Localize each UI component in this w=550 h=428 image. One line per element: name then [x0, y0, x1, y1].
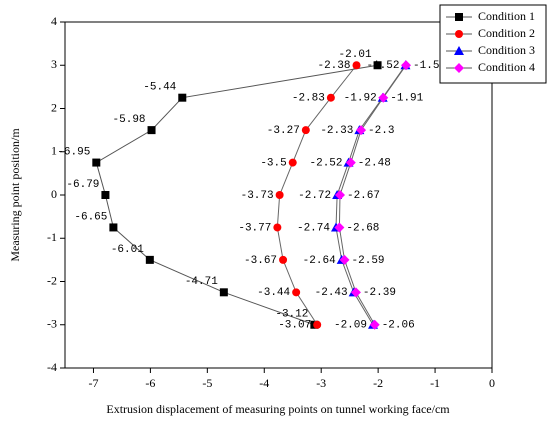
data-label: -6.95 [57, 146, 90, 158]
marker [147, 126, 156, 135]
y-tick-label: 1 [51, 144, 57, 158]
y-tick-label: -1 [47, 230, 57, 244]
data-label: -1.92 [344, 93, 377, 105]
marker [275, 191, 284, 199]
data-label: -2.72 [298, 190, 331, 202]
marker [313, 320, 322, 329]
data-label: -2.38 [317, 60, 350, 72]
data-label: -3.07 [278, 320, 311, 332]
y-tick-label: 0 [51, 187, 57, 201]
y-tick-label: 2 [51, 100, 57, 114]
data-label: -2.64 [303, 255, 336, 267]
data-label: -6.65 [74, 211, 107, 223]
legend-label: Condition 1 [478, 9, 535, 23]
marker [401, 60, 412, 71]
marker [339, 254, 350, 265]
data-label: -2.09 [334, 320, 367, 332]
data-label: -5.98 [113, 114, 146, 126]
data-label: -1.91 [390, 93, 423, 105]
data-label: -2.59 [352, 255, 385, 267]
data-label: -2.68 [346, 222, 379, 234]
y-tick-label: 3 [51, 57, 57, 71]
marker [373, 61, 382, 70]
x-tick-label: -6 [145, 376, 155, 390]
data-label: -2.67 [347, 190, 380, 202]
y-axis-label: Measuring point position/m [8, 128, 22, 262]
x-tick-label: -5 [202, 376, 212, 390]
data-label: -2.74 [297, 222, 330, 234]
marker [101, 191, 110, 199]
data-label: -5.44 [143, 82, 176, 94]
data-label: -4.71 [185, 276, 218, 288]
data-label: -1.51 [413, 60, 446, 72]
x-tick-label: -2 [373, 376, 383, 390]
marker [326, 93, 335, 102]
y-tick-label: -2 [47, 273, 57, 287]
marker [369, 319, 380, 330]
legend-label: Condition 4 [478, 60, 535, 74]
x-tick-label: -4 [259, 376, 269, 390]
marker [279, 255, 288, 264]
legend-label: Condition 2 [478, 26, 535, 40]
data-label: -2.43 [315, 287, 348, 299]
y-tick-label: -3 [47, 317, 57, 331]
data-label: -3.5 [260, 157, 286, 169]
data-label: -3.77 [238, 222, 271, 234]
data-label: -3.27 [267, 125, 300, 137]
data-label: -6.79 [66, 179, 99, 191]
marker [109, 223, 118, 232]
marker [92, 158, 101, 167]
marker [356, 125, 367, 136]
marker [454, 46, 464, 55]
data-label: -2.83 [292, 93, 325, 105]
marker [178, 93, 187, 102]
marker [454, 63, 464, 73]
marker [334, 190, 345, 200]
marker [350, 287, 361, 298]
legend-label: Condition 3 [478, 43, 535, 57]
data-label: -1.52 [366, 60, 399, 72]
data-label: -3.73 [241, 190, 274, 202]
marker [219, 288, 228, 297]
x-tick-label: -3 [316, 376, 326, 390]
x-tick-label: -1 [430, 376, 440, 390]
data-label: -2.01 [339, 49, 372, 61]
data-label: -2.48 [358, 157, 391, 169]
x-tick-label: 0 [489, 376, 495, 390]
marker [145, 255, 154, 264]
data-label: -2.3 [368, 125, 394, 137]
y-tick-label: 4 [51, 14, 57, 28]
data-label: -3.12 [275, 309, 308, 321]
marker [455, 30, 463, 38]
marker [345, 157, 356, 168]
marker [378, 92, 389, 103]
x-axis-label: Extrusion displacement of measuring poin… [106, 402, 450, 416]
data-label: -2.06 [382, 320, 415, 332]
marker [273, 223, 282, 232]
marker [352, 61, 361, 70]
marker [288, 158, 297, 167]
x-tick-label: -7 [88, 376, 98, 390]
y-tick-label: -4 [47, 360, 57, 374]
data-label: -3.44 [257, 287, 290, 299]
data-label: -2.33 [320, 125, 353, 137]
marker [334, 222, 345, 233]
marker [455, 13, 463, 21]
marker [301, 126, 310, 135]
data-label: -2.52 [310, 157, 343, 169]
data-label: -2.39 [363, 287, 396, 299]
data-label: -6.01 [111, 244, 144, 256]
marker [292, 288, 301, 297]
data-label: -3.67 [244, 255, 277, 267]
